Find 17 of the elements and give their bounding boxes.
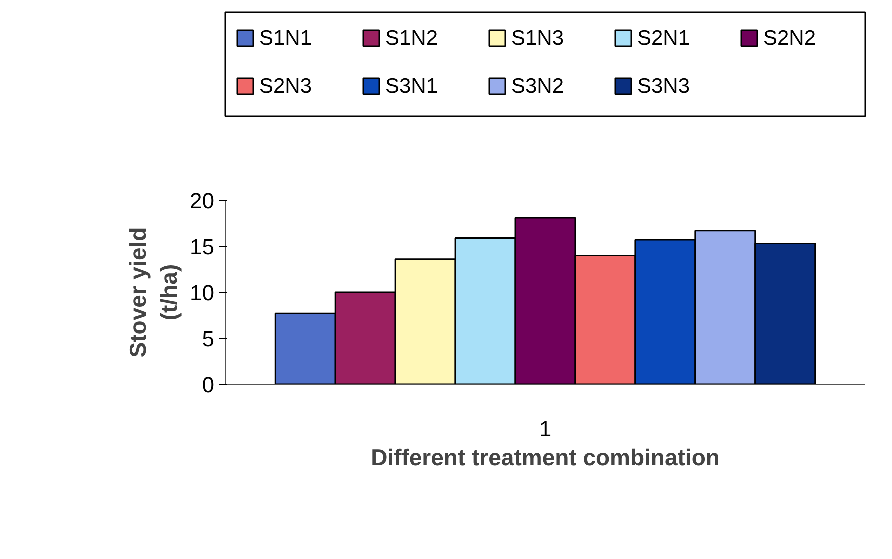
y-tick-label: 15: [190, 234, 215, 260]
y-tick-label: 20: [190, 188, 215, 214]
legend-label: S1N2: [386, 27, 438, 50]
legend-label: S1N1: [260, 27, 312, 50]
legend-label: S3N1: [386, 75, 438, 98]
y-tick-label: 0: [202, 372, 215, 398]
legend-label: S3N2: [512, 75, 564, 98]
legend-label: S2N2: [764, 27, 816, 50]
y-tick-label: 10: [190, 280, 215, 306]
x-tick-label: 1: [539, 416, 552, 442]
legend-label: S2N3: [260, 75, 312, 98]
x-axis-title: Different treatment combination: [371, 444, 720, 470]
y-tick-label: 5: [202, 326, 215, 352]
legend-label: S1N3: [512, 27, 564, 50]
y-axis-title: Stover yield (t/ha): [124, 227, 182, 358]
legend-label: S2N1: [638, 27, 690, 50]
legend-label: S3N3: [638, 75, 690, 98]
